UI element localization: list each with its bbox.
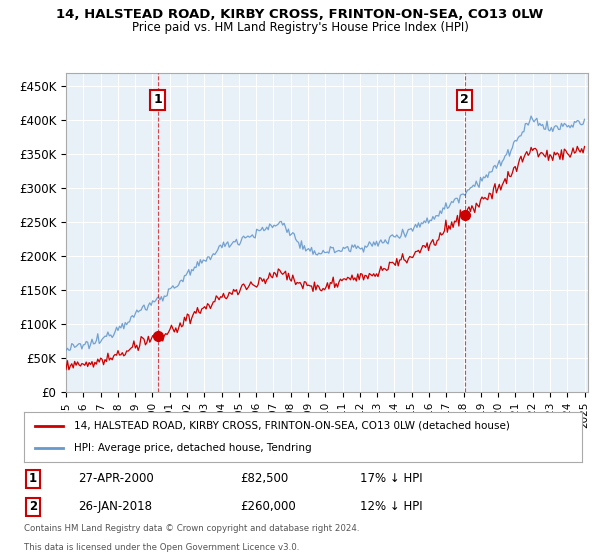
Text: 26-JAN-2018: 26-JAN-2018 xyxy=(78,500,152,514)
Text: 14, HALSTEAD ROAD, KIRBY CROSS, FRINTON-ON-SEA, CO13 0LW (detached house): 14, HALSTEAD ROAD, KIRBY CROSS, FRINTON-… xyxy=(74,421,510,431)
Text: 1: 1 xyxy=(154,94,163,106)
Text: £82,500: £82,500 xyxy=(240,472,288,486)
Text: 12% ↓ HPI: 12% ↓ HPI xyxy=(360,500,422,514)
Text: 27-APR-2000: 27-APR-2000 xyxy=(78,472,154,486)
Text: 17% ↓ HPI: 17% ↓ HPI xyxy=(360,472,422,486)
Text: 1: 1 xyxy=(29,472,37,486)
Text: 14, HALSTEAD ROAD, KIRBY CROSS, FRINTON-ON-SEA, CO13 0LW: 14, HALSTEAD ROAD, KIRBY CROSS, FRINTON-… xyxy=(56,8,544,21)
Text: HPI: Average price, detached house, Tendring: HPI: Average price, detached house, Tend… xyxy=(74,443,312,453)
Text: 2: 2 xyxy=(460,94,469,106)
Text: Contains HM Land Registry data © Crown copyright and database right 2024.: Contains HM Land Registry data © Crown c… xyxy=(24,524,359,533)
Text: Price paid vs. HM Land Registry's House Price Index (HPI): Price paid vs. HM Land Registry's House … xyxy=(131,21,469,34)
Text: £260,000: £260,000 xyxy=(240,500,296,514)
Text: This data is licensed under the Open Government Licence v3.0.: This data is licensed under the Open Gov… xyxy=(24,543,299,552)
Text: 2: 2 xyxy=(29,500,37,514)
